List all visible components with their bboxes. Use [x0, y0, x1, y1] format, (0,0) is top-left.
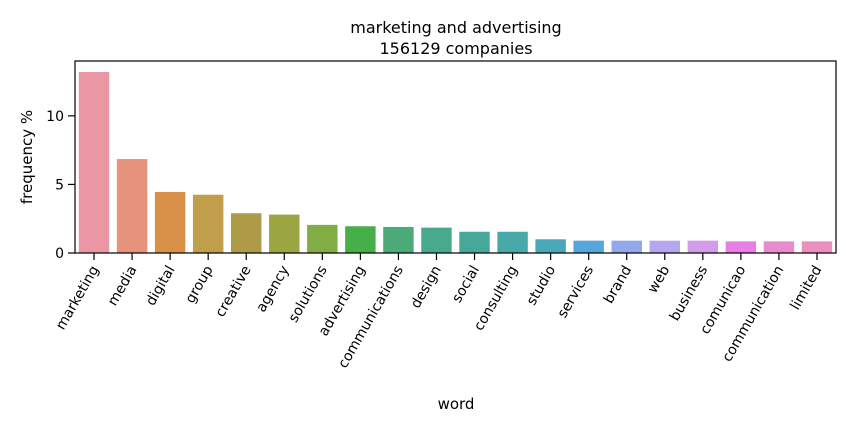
x-tick-label: social — [449, 263, 483, 306]
bar-creative — [231, 213, 262, 253]
bar-brand — [611, 240, 642, 253]
x-tick-label: limited — [787, 263, 825, 313]
x-tick-label: creative — [213, 263, 255, 320]
chart-subtitle: 156129 companies — [379, 39, 532, 58]
bar-limited — [801, 241, 833, 253]
x-tick-label: media — [105, 263, 141, 309]
bar-social — [459, 231, 490, 253]
x-axis-label: word — [438, 395, 475, 413]
x-tick-label: group — [182, 263, 216, 306]
x-tick-label: design — [408, 263, 445, 311]
bar-solutions — [307, 224, 338, 253]
bar-media — [116, 159, 148, 253]
bar-studio — [535, 239, 566, 253]
bar-design — [421, 227, 452, 253]
bar-marketing — [78, 71, 110, 253]
y-axis-label: frequency % — [18, 110, 36, 204]
bar-consulting — [497, 231, 528, 253]
bar-agency — [269, 214, 300, 253]
x-tick-label: studio — [524, 263, 559, 308]
bar-communications — [383, 226, 414, 253]
bar-web — [649, 240, 680, 253]
bar-advertising — [345, 226, 376, 253]
x-axis: marketing media digital groupcreativeagency… — [53, 253, 825, 371]
x-tick-label: web — [645, 263, 673, 296]
x-tick-label: services — [555, 263, 598, 321]
x-tick-label: agency — [253, 263, 292, 315]
x-tick-label: digital — [143, 263, 179, 309]
chart-title: marketing and advertising — [350, 18, 561, 37]
plot-frame — [74, 60, 837, 254]
bar-services — [573, 240, 604, 253]
bar-communication — [763, 241, 795, 253]
y-tick-label: 0 — [55, 246, 64, 262]
bar-business — [687, 240, 719, 253]
y-tick-label: 10 — [46, 109, 64, 125]
bars-group — [78, 71, 833, 253]
bar-comunicao — [725, 241, 757, 253]
x-tick-label: marketing — [53, 263, 103, 333]
y-axis: 0 5 10 — [46, 109, 75, 262]
bar-group — [192, 194, 224, 253]
bar-digital — [154, 191, 186, 253]
x-tick-label: brand — [601, 263, 635, 306]
y-tick-label: 5 — [55, 177, 64, 193]
